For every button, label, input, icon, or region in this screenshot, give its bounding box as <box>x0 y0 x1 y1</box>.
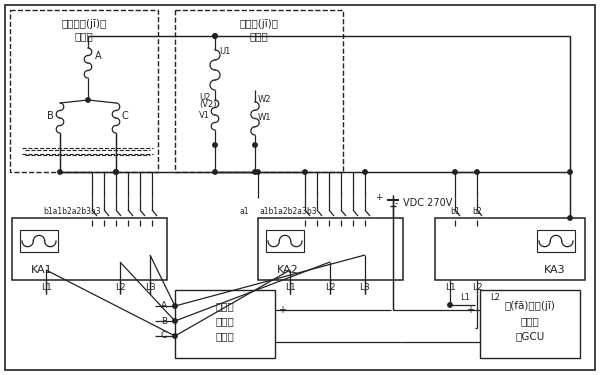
Bar <box>435 218 585 280</box>
Circle shape <box>213 170 217 174</box>
Text: W1: W1 <box>258 114 271 123</box>
Text: 勵磁機(jī)定: 勵磁機(jī)定 <box>239 19 278 29</box>
Text: a1: a1 <box>240 207 250 216</box>
Bar <box>12 218 167 280</box>
Text: C: C <box>161 332 167 340</box>
Text: L2: L2 <box>325 284 335 292</box>
Text: U2: U2 <box>199 93 211 102</box>
Bar <box>20 230 58 252</box>
Text: L1: L1 <box>445 284 455 292</box>
Text: 子繞組: 子繞組 <box>250 31 268 41</box>
Bar <box>175 290 275 358</box>
Circle shape <box>213 34 217 38</box>
Text: +: + <box>466 305 474 315</box>
Circle shape <box>303 170 307 174</box>
Circle shape <box>58 170 62 174</box>
Bar <box>258 218 403 280</box>
Text: KA2: KA2 <box>277 265 299 275</box>
Text: +: + <box>376 192 383 201</box>
Text: +: + <box>278 305 286 315</box>
Circle shape <box>448 303 452 307</box>
Circle shape <box>363 170 367 174</box>
Bar <box>537 230 575 252</box>
Circle shape <box>173 319 177 323</box>
Text: 式雙向: 式雙向 <box>215 316 235 326</box>
Text: L1: L1 <box>284 284 295 292</box>
Text: L3: L3 <box>145 284 155 292</box>
Text: 元GCU: 元GCU <box>515 331 545 341</box>
Bar <box>480 290 580 358</box>
Text: A: A <box>95 51 101 61</box>
Text: V1: V1 <box>199 111 210 120</box>
Text: (V2): (V2) <box>199 100 217 109</box>
Circle shape <box>173 304 177 308</box>
Text: 控制單: 控制單 <box>521 316 539 326</box>
Circle shape <box>453 170 457 174</box>
Text: b1: b1 <box>450 207 460 216</box>
Text: B: B <box>161 316 167 326</box>
Text: KA3: KA3 <box>544 265 566 275</box>
Text: W2: W2 <box>258 96 271 105</box>
Text: L2: L2 <box>490 294 500 303</box>
Bar <box>10 10 158 172</box>
Circle shape <box>114 170 118 174</box>
Text: C: C <box>122 111 129 121</box>
Text: A: A <box>161 302 167 310</box>
Text: 逆變器: 逆變器 <box>215 331 235 341</box>
Text: -: - <box>470 337 474 347</box>
Circle shape <box>475 170 479 174</box>
Text: b2: b2 <box>472 207 482 216</box>
Circle shape <box>568 216 572 220</box>
Circle shape <box>213 143 217 147</box>
Text: L2: L2 <box>115 284 125 292</box>
Bar <box>175 10 343 172</box>
Text: b1a1b2a2b3a3: b1a1b2a2b3a3 <box>43 207 101 216</box>
Text: 子繞組: 子繞組 <box>74 31 94 41</box>
Text: B: B <box>47 111 54 121</box>
Circle shape <box>256 170 260 174</box>
Circle shape <box>568 170 572 174</box>
Text: 三相橋: 三相橋 <box>215 301 235 311</box>
Circle shape <box>173 334 177 338</box>
Text: L1: L1 <box>41 284 52 292</box>
Text: VDC 270V: VDC 270V <box>403 198 452 208</box>
Circle shape <box>86 98 90 102</box>
Text: L3: L3 <box>359 284 370 292</box>
Text: a1b1a2b2a3b3: a1b1a2b2a3b3 <box>259 207 317 216</box>
Text: 副勵磁機(jī)定: 副勵磁機(jī)定 <box>61 19 107 29</box>
Circle shape <box>114 170 118 174</box>
Text: -: - <box>395 200 398 208</box>
Text: U1: U1 <box>219 48 230 57</box>
Bar <box>266 230 304 252</box>
Text: L1: L1 <box>460 294 470 303</box>
Circle shape <box>253 170 257 174</box>
Text: KA1: KA1 <box>31 265 53 275</box>
Circle shape <box>213 34 217 38</box>
Text: -: - <box>278 337 281 347</box>
Text: 發(fā)電機(jī): 發(fā)電機(jī) <box>505 301 556 311</box>
Circle shape <box>253 143 257 147</box>
Text: L2: L2 <box>472 284 482 292</box>
